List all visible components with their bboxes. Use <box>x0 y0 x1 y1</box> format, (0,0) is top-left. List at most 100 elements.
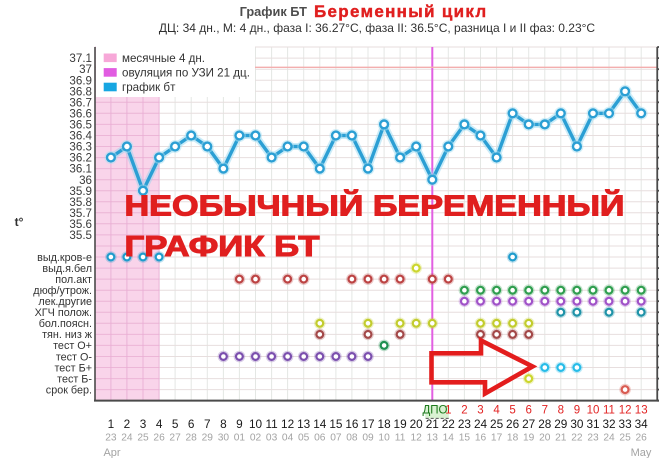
svg-text:ХГЧ полож.: ХГЧ полож. <box>35 307 92 319</box>
svg-text:11: 11 <box>265 417 277 431</box>
svg-text:дюф/утрож.: дюф/утрож. <box>33 285 92 297</box>
svg-text:2: 2 <box>124 417 131 431</box>
svg-text:9: 9 <box>236 417 243 431</box>
svg-text:26: 26 <box>506 417 520 431</box>
svg-text:11: 11 <box>603 405 615 417</box>
svg-text:33: 33 <box>619 417 633 431</box>
svg-text:36.4: 36.4 <box>69 130 92 143</box>
svg-text:2: 2 <box>461 405 467 417</box>
svg-text:Беременный цикл: Беременный цикл <box>314 2 487 21</box>
svg-text:лек.другие: лек.другие <box>38 296 92 308</box>
svg-text:12: 12 <box>411 432 423 443</box>
svg-text:03: 03 <box>266 432 278 443</box>
svg-text:30: 30 <box>218 432 230 443</box>
svg-text:May: May <box>631 447 652 458</box>
svg-text:17: 17 <box>361 417 374 431</box>
svg-text:36.8: 36.8 <box>69 85 92 98</box>
svg-text:29: 29 <box>202 432 214 443</box>
svg-text:ДЦ: 34 дн., М: 4 дн., фаза I:: ДЦ: 34 дн., М: 4 дн., фаза I: 36.27°C, ф… <box>159 21 595 35</box>
svg-text:выд.я.бел: выд.я.бел <box>42 263 92 275</box>
svg-text:14: 14 <box>443 432 455 443</box>
svg-text:21: 21 <box>555 432 567 443</box>
svg-text:Apr: Apr <box>103 447 120 458</box>
svg-text:1: 1 <box>445 405 451 417</box>
svg-text:23: 23 <box>458 417 472 431</box>
svg-text:35.6: 35.6 <box>69 218 92 231</box>
svg-text:тест Б-: тест Б- <box>57 373 92 385</box>
svg-text:06: 06 <box>314 432 326 443</box>
svg-text:пол.акт: пол.акт <box>55 274 92 286</box>
svg-text:8: 8 <box>558 405 564 417</box>
svg-text:овуляция по УЗИ 21 дц.: овуляция по УЗИ 21 дц. <box>122 66 250 79</box>
svg-text:25: 25 <box>619 432 631 443</box>
svg-text:t°: t° <box>15 215 24 229</box>
svg-text:16: 16 <box>345 417 359 431</box>
svg-text:10: 10 <box>587 405 600 417</box>
svg-text:09: 09 <box>362 432 374 443</box>
svg-text:28: 28 <box>538 417 552 431</box>
svg-text:3: 3 <box>140 417 147 431</box>
svg-text:1: 1 <box>108 417 115 431</box>
svg-text:месячные 4 дн.: месячные 4 дн. <box>122 52 205 65</box>
svg-text:3: 3 <box>477 405 483 417</box>
svg-text:9: 9 <box>574 405 580 417</box>
svg-text:срок бер.: срок бер. <box>46 384 92 396</box>
svg-text:НЕОБЫЧНЫЙ БЕРЕМЕННЫЙ: НЕОБЫЧНЫЙ БЕРЕМЕННЫЙ <box>125 189 625 223</box>
svg-text:24: 24 <box>603 432 615 443</box>
svg-text:тест О+: тест О+ <box>53 340 92 352</box>
svg-text:тян. низ ж: тян. низ ж <box>42 329 93 341</box>
svg-text:8: 8 <box>220 417 227 431</box>
svg-text:30: 30 <box>570 417 584 431</box>
svg-text:35.5: 35.5 <box>69 229 92 242</box>
svg-text:20: 20 <box>410 417 424 431</box>
svg-text:28: 28 <box>186 432 198 443</box>
svg-text:19: 19 <box>523 432 535 443</box>
svg-text:13: 13 <box>427 432 439 443</box>
svg-text:6: 6 <box>525 405 531 417</box>
svg-text:18: 18 <box>507 432 519 443</box>
svg-text:15: 15 <box>329 417 343 431</box>
svg-text:19: 19 <box>394 417 407 431</box>
svg-text:6: 6 <box>188 417 195 431</box>
svg-text:08: 08 <box>346 432 358 443</box>
svg-text:36.6: 36.6 <box>69 107 92 120</box>
svg-text:27: 27 <box>522 417 535 431</box>
svg-text:выд.кров-е: выд.кров-е <box>37 252 92 264</box>
svg-text:ГРАФИК БТ: ГРАФИК БТ <box>125 231 320 263</box>
svg-text:36.9: 36.9 <box>69 74 92 87</box>
svg-text:25: 25 <box>137 432 149 443</box>
svg-text:35.7: 35.7 <box>69 207 92 220</box>
svg-text:27: 27 <box>169 432 181 443</box>
svg-text:31: 31 <box>586 417 599 431</box>
svg-text:7: 7 <box>542 405 548 417</box>
svg-text:бол.поясн.: бол.поясн. <box>39 318 92 330</box>
svg-text:24: 24 <box>474 417 488 431</box>
svg-text:тест Б+: тест Б+ <box>54 362 92 374</box>
svg-text:36.7: 36.7 <box>69 96 92 109</box>
svg-text:10: 10 <box>378 432 390 443</box>
svg-text:12: 12 <box>281 417 294 431</box>
svg-text:4: 4 <box>493 405 500 417</box>
svg-text:17: 17 <box>491 432 503 443</box>
svg-text:07: 07 <box>330 432 342 443</box>
svg-text:23: 23 <box>105 432 117 443</box>
svg-text:14: 14 <box>313 417 327 431</box>
svg-text:5: 5 <box>509 405 515 417</box>
svg-text:05: 05 <box>298 432 310 443</box>
svg-text:11: 11 <box>395 432 406 443</box>
svg-text:04: 04 <box>282 432 294 443</box>
svg-text:20: 20 <box>539 432 551 443</box>
svg-text:25: 25 <box>490 417 504 431</box>
svg-text:37: 37 <box>79 63 92 76</box>
svg-text:16: 16 <box>475 432 487 443</box>
svg-text:7: 7 <box>204 417 211 431</box>
svg-text:26: 26 <box>636 432 648 443</box>
svg-text:График БТ: График БТ <box>240 4 308 19</box>
svg-text:34: 34 <box>635 417 649 431</box>
svg-text:36.5: 36.5 <box>69 119 92 132</box>
svg-text:37.1: 37.1 <box>69 52 92 65</box>
svg-text:36.2: 36.2 <box>69 152 92 165</box>
svg-text:01: 01 <box>234 432 246 443</box>
svg-text:ДПО: ДПО <box>423 405 448 417</box>
svg-text:36.3: 36.3 <box>69 141 92 154</box>
